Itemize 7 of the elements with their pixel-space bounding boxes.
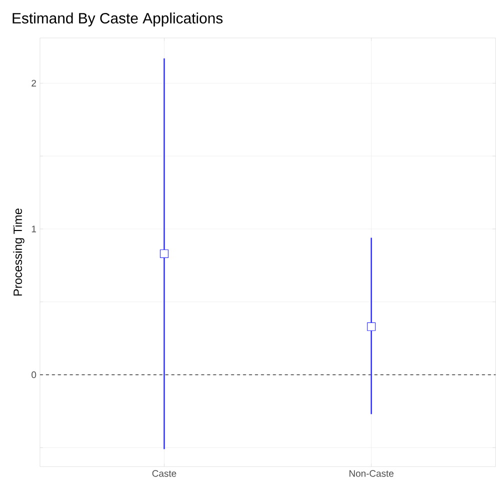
x-tick-label: Caste: [152, 470, 176, 478]
y-axis-title: Processing Time: [13, 208, 24, 296]
y-tick-label: 1: [32, 226, 36, 232]
chart-title: Estimand By Caste Applications: [12, 12, 223, 27]
x-tick-label: Non-Caste: [350, 470, 394, 478]
y-tick-label: 0: [32, 372, 36, 378]
y-tick-label: 2: [32, 80, 36, 87]
